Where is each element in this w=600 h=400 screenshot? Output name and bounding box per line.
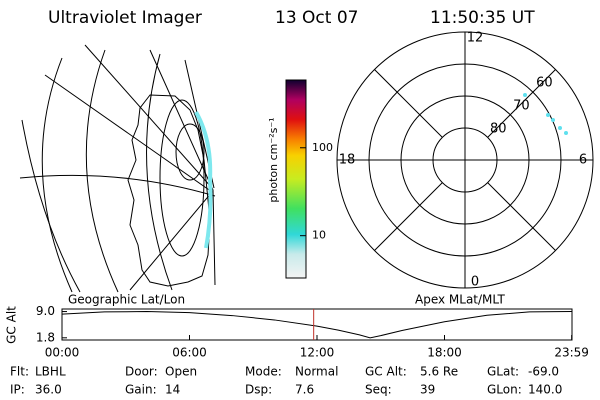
- field-value: LBHL: [35, 365, 66, 379]
- field-value: -69.0: [528, 365, 559, 379]
- polar-spoke: [487, 69, 556, 138]
- field-label: Dsp:: [245, 383, 272, 397]
- colorbar-tick-label: 10: [312, 229, 326, 242]
- colorbar-tick-label: 100: [312, 141, 333, 154]
- field-value: 7.6: [295, 383, 314, 397]
- field-label: Flt:: [10, 365, 29, 379]
- lat-label: 80: [490, 121, 507, 136]
- mlt-label: 12: [467, 31, 484, 46]
- geo-map: [19, 44, 216, 293]
- field-value: Normal: [295, 365, 338, 379]
- aurora-dot: [546, 113, 550, 117]
- y-tick-label: 9.0: [36, 304, 55, 318]
- field-label: Mode:: [245, 365, 282, 379]
- instrument: Ultraviolet Imager: [48, 8, 202, 28]
- polar-spoke: [374, 182, 443, 251]
- field-label: IP:: [10, 383, 25, 397]
- field-label: Gain:: [125, 383, 157, 397]
- x-tick-label: 00:00: [45, 346, 80, 360]
- lat-label: 60: [536, 75, 553, 90]
- x-tick-label: 06:00: [172, 346, 207, 360]
- altitude-line: [61, 311, 572, 339]
- x-tick-label: 23:59: [554, 346, 589, 360]
- aurora-dot: [523, 93, 527, 97]
- aurora-dot: [551, 118, 555, 122]
- colorbar: [285, 79, 307, 279]
- field-value: 140.0: [528, 383, 562, 397]
- aurora-dot: [564, 131, 568, 135]
- x-tick-label: 18:00: [427, 346, 462, 360]
- field-value: 39: [420, 383, 435, 397]
- field-label: GC Alt:: [365, 365, 407, 379]
- right-label: Apex MLat/MLT: [415, 293, 505, 307]
- field-label: Door:: [125, 365, 158, 379]
- date: 13 Oct 07: [275, 8, 358, 28]
- field-value: 14: [165, 383, 180, 397]
- polar-spoke: [487, 182, 556, 251]
- field-label: GLat:: [487, 365, 519, 379]
- mlt-label: 6: [579, 153, 587, 168]
- field-label: Seq:: [365, 383, 392, 397]
- field-value: 36.0: [35, 383, 62, 397]
- colorbar-label: photon cm⁻²s⁻¹: [267, 117, 280, 202]
- field-label: GLon:: [487, 383, 522, 397]
- x-tick-label: 12:00: [300, 346, 335, 360]
- left-label: Geographic Lat/Lon: [68, 293, 185, 307]
- y-axis-label: GC Alt: [5, 306, 19, 344]
- mlt-label: 18: [339, 153, 356, 168]
- y-tick-label: 1.8: [36, 330, 55, 344]
- polar-spoke: [374, 69, 443, 138]
- field-value: 5.6 Re: [420, 365, 458, 379]
- time: 11:50:35 UT: [430, 8, 535, 28]
- field-value: Open: [165, 365, 197, 379]
- lat-label: 70: [513, 98, 530, 113]
- aurora-dot: [558, 126, 562, 130]
- mlt-label: 0: [471, 275, 479, 290]
